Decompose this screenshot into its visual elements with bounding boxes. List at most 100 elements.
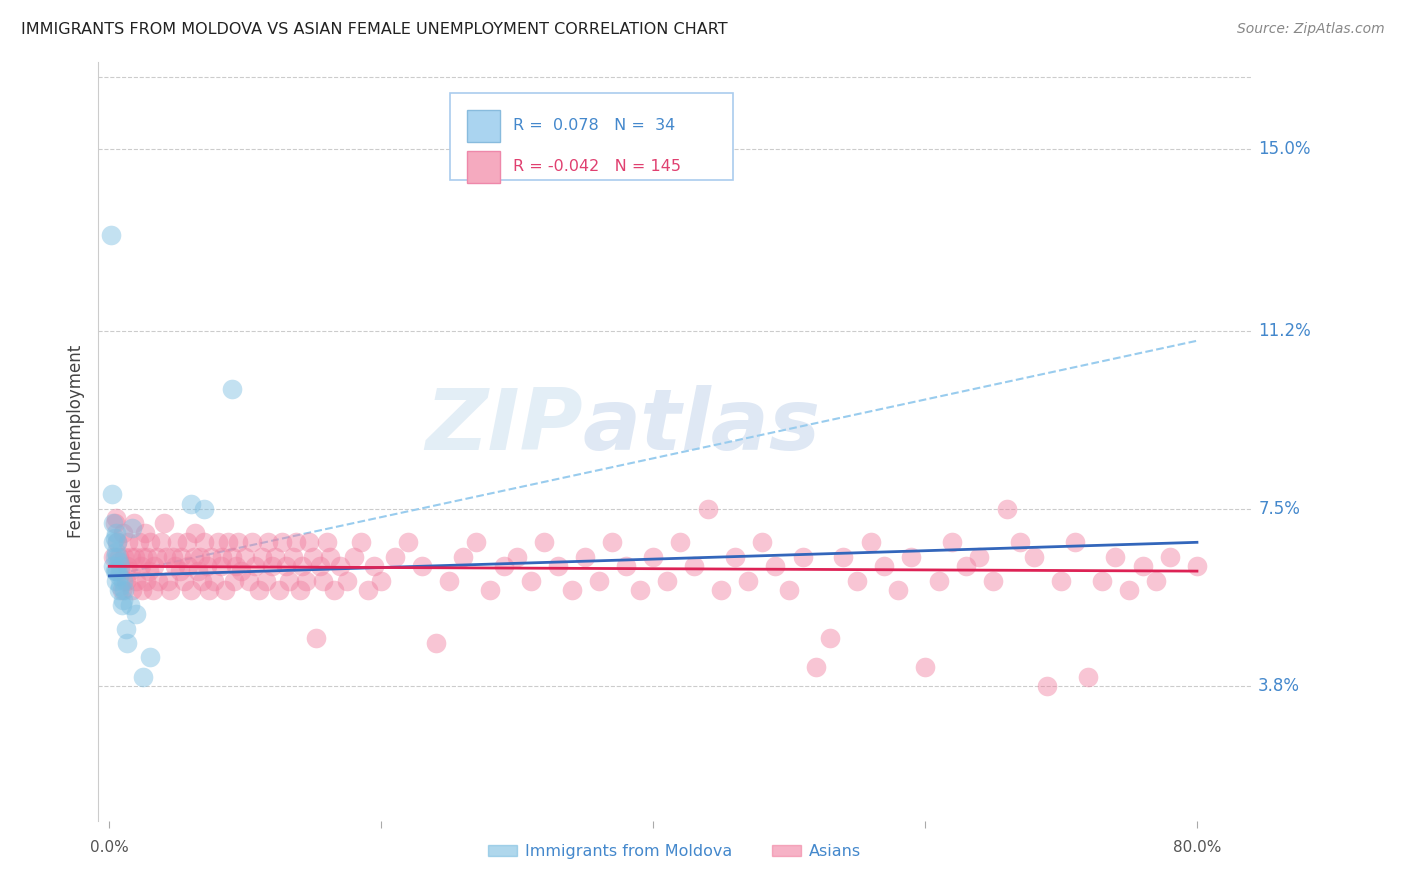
Point bbox=[114, 622, 136, 636]
Point bbox=[195, 559, 218, 574]
Point bbox=[110, 583, 132, 598]
Point bbox=[329, 559, 352, 574]
Point bbox=[211, 549, 233, 564]
Point bbox=[202, 574, 225, 588]
Point bbox=[900, 549, 922, 564]
Point bbox=[108, 564, 131, 578]
Y-axis label: Female Unemployment: Female Unemployment bbox=[66, 345, 84, 538]
Point bbox=[107, 564, 129, 578]
Point bbox=[111, 574, 134, 588]
Point bbox=[281, 549, 304, 564]
Point bbox=[602, 535, 624, 549]
Point bbox=[1144, 574, 1167, 588]
Point bbox=[312, 574, 335, 588]
Point bbox=[152, 516, 174, 530]
Point bbox=[588, 574, 610, 588]
Point bbox=[411, 559, 433, 574]
Point bbox=[288, 583, 311, 598]
Point bbox=[169, 564, 191, 578]
Point bbox=[1159, 549, 1181, 564]
Point bbox=[257, 535, 280, 549]
Point bbox=[492, 559, 515, 574]
Point bbox=[928, 574, 950, 588]
Point bbox=[104, 531, 127, 545]
Point bbox=[981, 574, 1004, 588]
Point bbox=[298, 535, 321, 549]
Point bbox=[107, 535, 129, 549]
Point bbox=[478, 583, 501, 598]
Point bbox=[129, 559, 152, 574]
Point bbox=[1063, 535, 1085, 549]
Point bbox=[955, 559, 977, 574]
Point bbox=[224, 574, 246, 588]
Point bbox=[173, 574, 195, 588]
Point bbox=[1104, 549, 1126, 564]
Bar bbox=[467, 110, 499, 142]
Point bbox=[710, 583, 733, 598]
Point bbox=[765, 559, 787, 574]
Point bbox=[969, 549, 991, 564]
Point bbox=[356, 583, 378, 598]
Point bbox=[309, 559, 332, 574]
Text: Source: ZipAtlas.com: Source: ZipAtlas.com bbox=[1237, 22, 1385, 37]
Point bbox=[117, 535, 139, 549]
FancyBboxPatch shape bbox=[450, 93, 733, 180]
Point bbox=[221, 382, 243, 396]
Point bbox=[180, 583, 202, 598]
Text: 15.0%: 15.0% bbox=[1258, 140, 1310, 158]
Text: 3.8%: 3.8% bbox=[1258, 677, 1301, 695]
Point bbox=[264, 549, 287, 564]
Text: 11.2%: 11.2% bbox=[1258, 322, 1310, 340]
Point bbox=[115, 559, 138, 574]
Point bbox=[941, 535, 963, 549]
Point bbox=[520, 574, 543, 588]
Text: ZIP: ZIP bbox=[425, 384, 582, 468]
Point bbox=[737, 574, 759, 588]
Point bbox=[190, 574, 212, 588]
Point bbox=[184, 525, 207, 540]
Text: R =  0.078   N =  34: R = 0.078 N = 34 bbox=[513, 119, 676, 134]
Point bbox=[115, 636, 138, 650]
Point bbox=[818, 632, 841, 646]
Point bbox=[103, 549, 125, 564]
Point bbox=[724, 549, 747, 564]
Point bbox=[121, 583, 143, 598]
Text: R = -0.042   N = 145: R = -0.042 N = 145 bbox=[513, 160, 682, 174]
Point bbox=[108, 549, 131, 564]
Point bbox=[247, 583, 270, 598]
Point bbox=[118, 564, 141, 578]
Point bbox=[134, 525, 156, 540]
Point bbox=[139, 650, 162, 665]
Point bbox=[451, 549, 474, 564]
Point bbox=[166, 535, 188, 549]
Point bbox=[846, 574, 869, 588]
Point bbox=[103, 535, 125, 549]
Point bbox=[131, 583, 153, 598]
Point bbox=[547, 559, 569, 574]
Point bbox=[696, 501, 718, 516]
Point bbox=[148, 574, 170, 588]
Point bbox=[107, 535, 129, 549]
Point bbox=[336, 574, 359, 588]
Point bbox=[136, 549, 159, 564]
Point bbox=[149, 535, 172, 549]
Point bbox=[561, 583, 583, 598]
Point bbox=[138, 564, 160, 578]
Point bbox=[250, 549, 273, 564]
Point bbox=[101, 487, 124, 501]
Point bbox=[228, 535, 250, 549]
Point bbox=[190, 549, 212, 564]
Point bbox=[108, 559, 131, 574]
Point bbox=[207, 535, 229, 549]
Point bbox=[240, 535, 263, 549]
Text: 7.5%: 7.5% bbox=[1258, 500, 1301, 517]
Point bbox=[217, 535, 239, 549]
Point bbox=[1132, 559, 1154, 574]
Point bbox=[120, 549, 142, 564]
Point bbox=[792, 549, 814, 564]
Point bbox=[155, 549, 177, 564]
Point bbox=[124, 549, 146, 564]
Point bbox=[284, 535, 307, 549]
Point bbox=[142, 583, 165, 598]
Point bbox=[271, 535, 294, 549]
